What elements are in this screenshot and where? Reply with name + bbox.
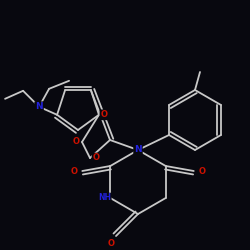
Text: O: O xyxy=(71,166,78,175)
Text: O: O xyxy=(92,154,100,162)
Text: NH: NH xyxy=(98,194,111,202)
Text: N: N xyxy=(35,102,43,111)
Text: N: N xyxy=(134,146,142,154)
Text: O: O xyxy=(100,110,107,119)
Text: O: O xyxy=(108,240,114,248)
Text: O: O xyxy=(72,138,80,146)
Text: O: O xyxy=(198,166,205,175)
